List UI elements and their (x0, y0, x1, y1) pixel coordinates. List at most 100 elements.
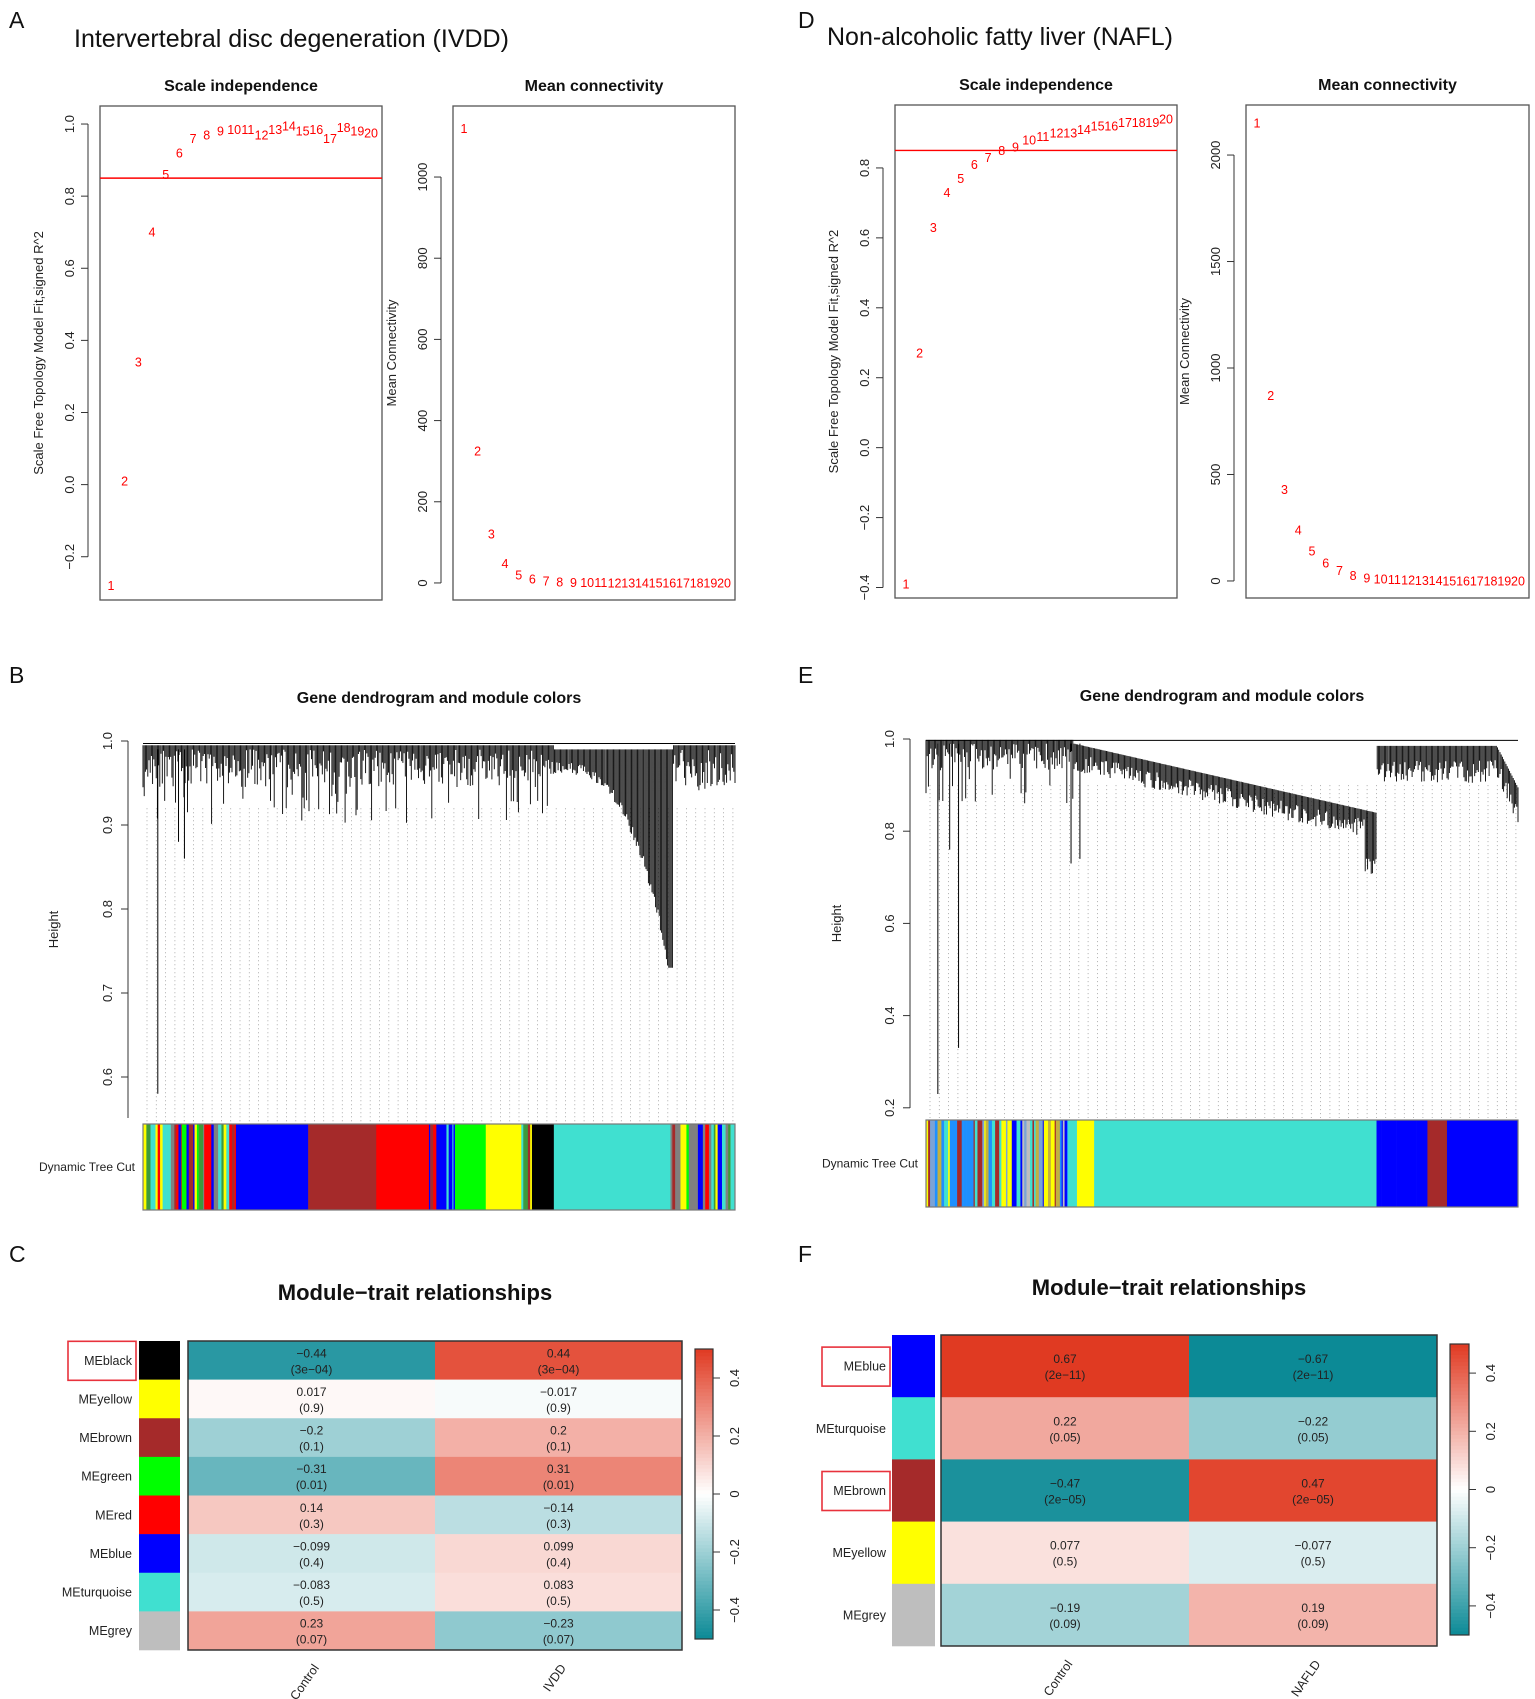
data-point-label: 4 (944, 186, 951, 200)
colorbar-step (1450, 1362, 1469, 1367)
data-point-label: 1 (460, 122, 467, 136)
colorbar-step (1450, 1409, 1469, 1414)
heatmap-row-MEred: MEred 0.14 (0.3) −0.14 (0.3) (95, 1495, 683, 1535)
module-stripe (430, 1124, 434, 1210)
colorbar-step (1450, 1631, 1469, 1636)
heatmap-cell (435, 1495, 683, 1535)
module-label: MEblue (844, 1360, 886, 1374)
module-stripe (675, 1124, 679, 1210)
colorbar-tick-label: 0.2 (1483, 1422, 1498, 1440)
panel-letter-f: F (798, 1241, 812, 1267)
y-axis-label: Height (46, 910, 61, 948)
module-stripe (1422, 1120, 1426, 1207)
colorbar-step (695, 1436, 713, 1441)
colorbar-step (1450, 1565, 1469, 1571)
trait-column-label: NAFLD (1288, 1658, 1323, 1699)
plot-title: Mean connectivity (1318, 77, 1457, 94)
colorbar-step (1450, 1504, 1469, 1509)
plot-frame (894, 104, 1178, 599)
module-stripe (970, 1120, 974, 1207)
data-point-label: 20 (1511, 574, 1525, 588)
colorbar-step (695, 1446, 713, 1451)
data-point-label: 20 (1159, 112, 1173, 126)
heatmap-cell (941, 1397, 1190, 1460)
p-value: (0.1) (546, 1440, 571, 1454)
data-point-label: 10 (1374, 572, 1388, 586)
module-color-bar (142, 1123, 736, 1211)
correlation-value: 0.31 (547, 1462, 571, 1476)
module-stripe (1376, 1120, 1380, 1207)
colorbar-step (1450, 1456, 1469, 1461)
colorbar-step (1450, 1627, 1469, 1632)
module-stripe (170, 1124, 175, 1210)
module-stripe (1038, 1120, 1044, 1207)
heatmap-cell (188, 1611, 436, 1651)
module-trait-heatmap-nafl: Module−trait relationships MEblue 0.67 (2e−… (816, 1275, 1498, 1699)
y-tick-label: 2000 (1208, 141, 1223, 170)
correlation-value: −0.017 (540, 1385, 577, 1399)
module-stripe (178, 1124, 182, 1210)
module-label: MEgrey (843, 1608, 887, 1622)
colorbar-step (1450, 1464, 1469, 1469)
colorbar-step (1450, 1449, 1469, 1454)
p-value: (0.05) (1049, 1430, 1080, 1444)
colorbar-step (695, 1439, 713, 1444)
colorbar-step (695, 1581, 713, 1586)
colorbar-step (1450, 1384, 1469, 1389)
data-point-label: 17 (323, 132, 337, 146)
colorbar-step (695, 1573, 713, 1578)
data-point-label: 1 (902, 578, 909, 592)
module-stripe (961, 1120, 964, 1207)
data-point-label: 5 (1308, 545, 1315, 559)
colorbar-step (695, 1537, 713, 1542)
colorbar-step (1450, 1453, 1469, 1458)
module-stripe (730, 1124, 736, 1210)
module-color-swatch (139, 1611, 180, 1651)
module-color-swatch (139, 1495, 180, 1535)
colorbar-step (1450, 1609, 1469, 1614)
p-value: (0.9) (546, 1401, 571, 1415)
colorbar-step (695, 1541, 713, 1546)
p-value: (0.5) (299, 1594, 324, 1608)
colorbar-step (695, 1577, 713, 1582)
colorbar-step (695, 1490, 713, 1495)
data-point-label: 17 (1118, 116, 1132, 130)
module-stripe (697, 1124, 704, 1210)
heatmap-cell (941, 1521, 1190, 1585)
module-segment (1068, 1120, 1078, 1207)
colorbar-step (695, 1624, 713, 1629)
correlation-value: 0.083 (543, 1578, 573, 1592)
data-point-label: 18 (1484, 574, 1498, 588)
heatmap-row-MEturquoise: MEturquoise 0.22 (0.05) −0.22 (0.05) (816, 1397, 1438, 1460)
data-point-label: 15 (296, 125, 310, 139)
colorbar-step (1450, 1605, 1469, 1611)
mean-connectivity-nafl-plot: Mean connectivity 0 500 1000 1500 2000 Mean Co… (1177, 77, 1530, 599)
heatmap-cell (435, 1418, 683, 1458)
module-stripe (705, 1124, 710, 1210)
data-point-label: 2 (1267, 389, 1274, 403)
module-stripe (229, 1124, 233, 1210)
module-segment (1427, 1120, 1448, 1207)
module-color-swatch (892, 1397, 935, 1460)
colorbar-step (695, 1403, 713, 1408)
colorbar-tick-label: 0.4 (1483, 1364, 1498, 1382)
module-stripe (728, 1124, 731, 1210)
p-value: (0.07) (543, 1633, 574, 1647)
heatmap-cell (435, 1379, 683, 1419)
colorbar: −0.4 −0.2 0 0.2 0.4 (694, 1348, 742, 1640)
colorbar-step (695, 1504, 713, 1509)
heatmap-title: Module−trait relationships (1032, 1275, 1306, 1300)
heatmap-cell (188, 1418, 436, 1458)
module-stripe (684, 1124, 687, 1210)
module-stripe (1029, 1120, 1033, 1207)
p-value: (2e−05) (1292, 1493, 1334, 1507)
colorbar-step (695, 1562, 713, 1567)
colorbar-step (695, 1501, 713, 1506)
p-value: (0.4) (546, 1555, 571, 1569)
data-point-label: 12 (1401, 574, 1415, 588)
colorbar-step (695, 1599, 713, 1604)
module-color-swatch (892, 1583, 935, 1647)
module-stripe (198, 1124, 204, 1210)
module-stripe (211, 1124, 215, 1210)
heatmap-cell (435, 1534, 683, 1574)
